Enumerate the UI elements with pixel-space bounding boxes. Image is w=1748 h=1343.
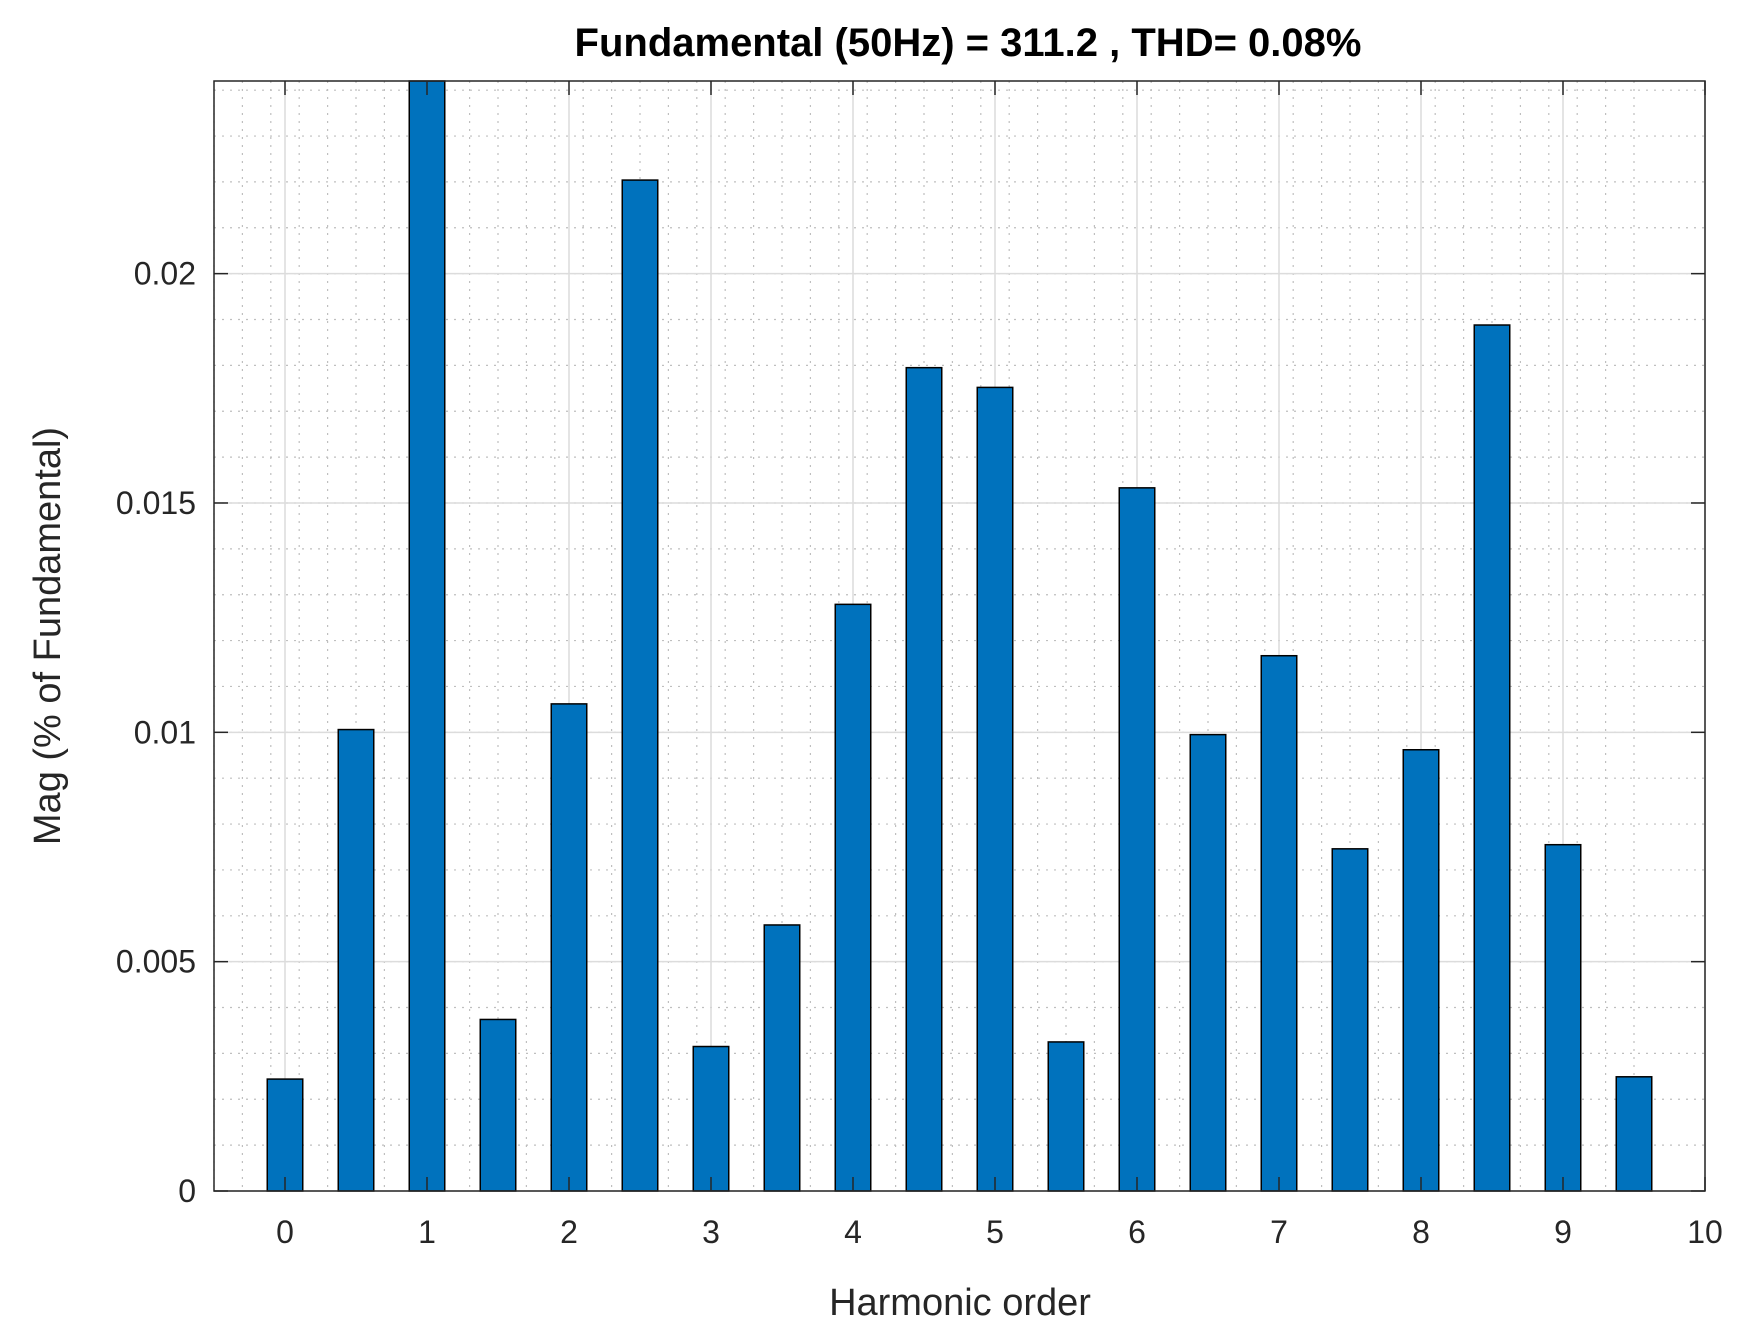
x-tick-label: 2: [560, 1214, 578, 1250]
x-tick-label: 5: [986, 1214, 1004, 1250]
x-tick-label: 10: [1687, 1214, 1723, 1250]
bar: [408, 80, 446, 1192]
x-tick-label: 1: [418, 1214, 436, 1250]
y-axis-label: Mag (% of Fundamental): [27, 427, 69, 845]
bar: [1189, 733, 1227, 1192]
y-tick-label: 0.005: [116, 944, 196, 980]
y-tick-label: 0.02: [134, 256, 196, 292]
bar: [976, 386, 1014, 1192]
bar: [1118, 487, 1156, 1192]
y-tick-label: 0.015: [116, 485, 196, 521]
x-tick-label: 0: [276, 1214, 294, 1250]
bar: [550, 703, 588, 1192]
x-tick-labels: 0 1 2 3 4 5 6 7 8 9 10: [276, 1214, 1723, 1250]
plot-frame: [213, 80, 1706, 1192]
bar: [1473, 324, 1511, 1192]
y-tick-labels: 0 0.005 0.01 0.015 0.02: [116, 256, 196, 1209]
bar: [1615, 1076, 1653, 1192]
bar: [692, 1045, 730, 1192]
bar: [1331, 848, 1369, 1192]
chart-title: Fundamental (50Hz) = 311.2 , THD= 0.08%: [575, 21, 1362, 65]
axis-ticks: [214, 81, 1706, 1192]
bar: [763, 924, 801, 1192]
x-tick-label: 9: [1554, 1214, 1572, 1250]
bar: [905, 366, 943, 1192]
bar: [1402, 749, 1440, 1192]
y-tick-label: 0: [178, 1173, 196, 1209]
bar: [834, 603, 872, 1192]
bar: [1047, 1041, 1085, 1192]
x-tick-label: 6: [1128, 1214, 1146, 1250]
x-tick-label: 7: [1270, 1214, 1288, 1250]
bar: [1544, 843, 1582, 1192]
bar: [621, 179, 659, 1192]
x-tick-label: 4: [844, 1214, 862, 1250]
y-tick-label: 0.01: [134, 714, 196, 750]
x-tick-label: 3: [702, 1214, 720, 1250]
x-tick-label: 8: [1412, 1214, 1430, 1250]
bar: [1260, 654, 1298, 1192]
bar: [479, 1018, 517, 1192]
bar: [337, 728, 375, 1192]
x-axis-label: Harmonic order: [829, 1282, 1091, 1324]
bars: [266, 80, 1653, 1192]
bar: [266, 1078, 304, 1192]
